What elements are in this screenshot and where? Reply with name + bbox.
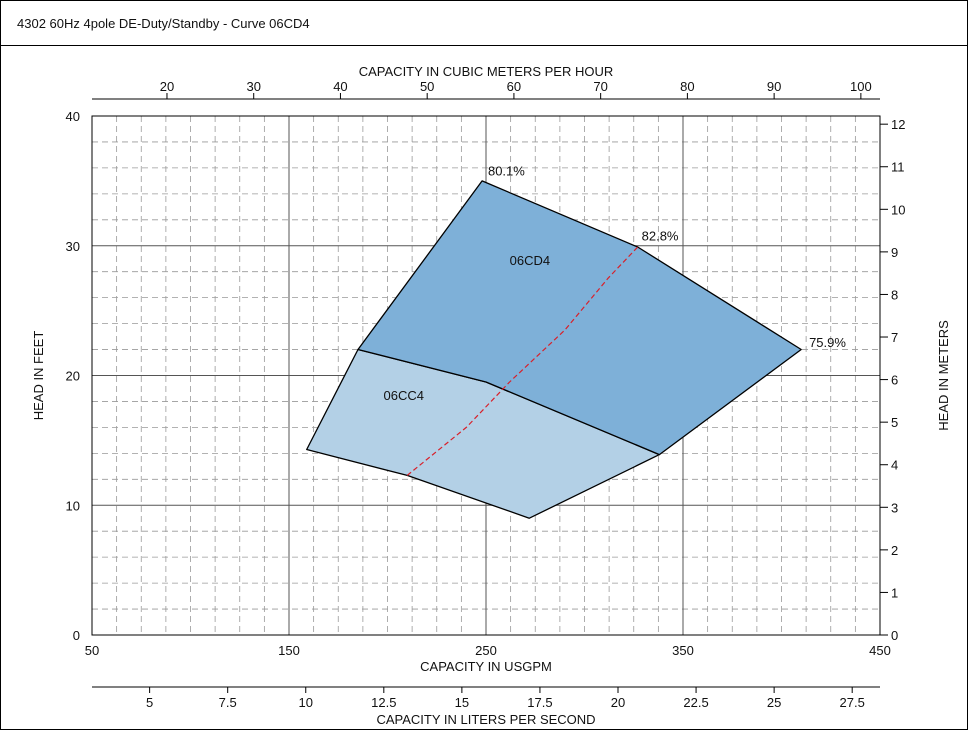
x-lower-tick-label: 22.5 <box>683 695 708 710</box>
y-left-tick-label: 40 <box>66 109 80 124</box>
y-left-tick-label: 10 <box>66 498 80 513</box>
y-right-tick-label: 7 <box>891 330 898 345</box>
x-bottom-axis-title: CAPACITY IN USGPM <box>420 659 552 674</box>
x-bottom-tick-label: 450 <box>869 643 891 658</box>
x-lower-tick-label: 15 <box>455 695 469 710</box>
x-bottom-tick-label: 250 <box>475 643 497 658</box>
y-right-tick-label: 3 <box>891 500 898 515</box>
efficiency-label: 75.9% <box>809 335 846 350</box>
x-lower-tick-label: 27.5 <box>840 695 865 710</box>
x-bottom-tick-label: 50 <box>85 643 99 658</box>
x-top-tick-label: 40 <box>333 79 347 94</box>
efficiency-label: 82.8% <box>642 229 679 244</box>
y-right-tick-label: 2 <box>891 543 898 558</box>
x-top-tick-label: 50 <box>420 79 434 94</box>
x-lower-tick-label: 17.5 <box>527 695 552 710</box>
x-top-tick-label: 70 <box>593 79 607 94</box>
x-top-tick-label: 80 <box>680 79 694 94</box>
x-top-tick-label: 30 <box>246 79 260 94</box>
y-right-tick-label: 11 <box>891 160 905 175</box>
y-right-tick-label: 10 <box>891 202 905 217</box>
efficiency-label: 80.1% <box>488 164 525 179</box>
x-top-tick-label: 60 <box>507 79 521 94</box>
x-lower-tick-label: 5 <box>146 695 153 710</box>
y-left-tick-label: 20 <box>66 369 80 384</box>
region-label: 06CD4 <box>510 253 550 268</box>
x-top-tick-label: 20 <box>160 79 174 94</box>
y-right-axis-title: HEAD IN METERS <box>936 320 951 431</box>
x-lower-tick-label: 10 <box>299 695 313 710</box>
y-right-tick-label: 8 <box>891 287 898 302</box>
operating-regions <box>307 181 802 518</box>
y-right-tick-label: 5 <box>891 415 898 430</box>
y-right-tick-label: 6 <box>891 373 898 388</box>
x-lower-tick-label: 25 <box>767 695 781 710</box>
x-lower-tick-label: 7.5 <box>219 695 237 710</box>
x-lower-axis-title: CAPACITY IN LITERS PER SECOND <box>376 712 595 727</box>
y-left-axis-title: HEAD IN FEET <box>31 331 46 421</box>
y-left-tick-label: 30 <box>66 239 80 254</box>
x-top-axis-title: CAPACITY IN CUBIC METERS PER HOUR <box>359 64 614 79</box>
x-bottom-tick-label: 350 <box>672 643 694 658</box>
x-bottom-tick-label: 150 <box>278 643 300 658</box>
y-left-tick-label: 0 <box>73 628 80 643</box>
x-top-tick-label: 90 <box>767 79 781 94</box>
y-right-tick-label: 4 <box>891 458 898 473</box>
y-right-tick-label: 12 <box>891 117 905 132</box>
x-lower-tick-label: 12.5 <box>371 695 396 710</box>
y-right-tick-label: 1 <box>891 585 898 600</box>
x-top-tick-label: 100 <box>850 79 872 94</box>
y-right-tick-label: 9 <box>891 245 898 260</box>
region-label: 06CC4 <box>384 388 424 403</box>
y-right-tick-label: 0 <box>891 628 898 643</box>
x-lower-tick-label: 20 <box>611 695 625 710</box>
